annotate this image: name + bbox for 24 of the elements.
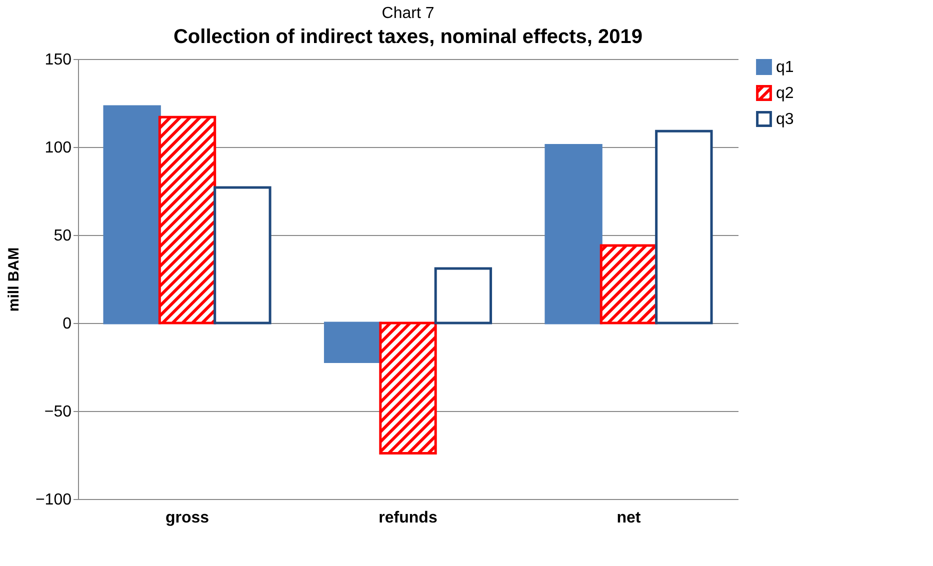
bar (214, 186, 272, 324)
bar (324, 322, 382, 363)
y-tick-label: −100 (35, 492, 72, 508)
legend-label: q3 (776, 111, 794, 128)
y-tick-label: 150 (44, 52, 72, 68)
bar (655, 130, 713, 324)
y-tick-label: −50 (44, 404, 72, 420)
bar (103, 105, 161, 324)
x-tick-label: refunds (378, 510, 438, 526)
bar (544, 144, 602, 324)
y-tick-label: 100 (44, 140, 72, 156)
y-axis-title: mill BAM (5, 247, 22, 312)
y-tick-label: 50 (54, 228, 72, 244)
bar (600, 244, 658, 324)
bar (434, 267, 492, 324)
x-tick-label: gross (165, 510, 210, 526)
y-tick-label: 0 (62, 316, 72, 332)
x-tick-label: net (616, 510, 642, 526)
bar (379, 322, 437, 454)
legend-label: q1 (776, 59, 794, 76)
legend-label: q2 (776, 85, 794, 102)
chart-subtitle: Collection of indirect taxes, nominal effects, 2019 (173, 26, 643, 48)
chart-title: Chart 7 (382, 5, 434, 22)
bar (158, 116, 216, 324)
